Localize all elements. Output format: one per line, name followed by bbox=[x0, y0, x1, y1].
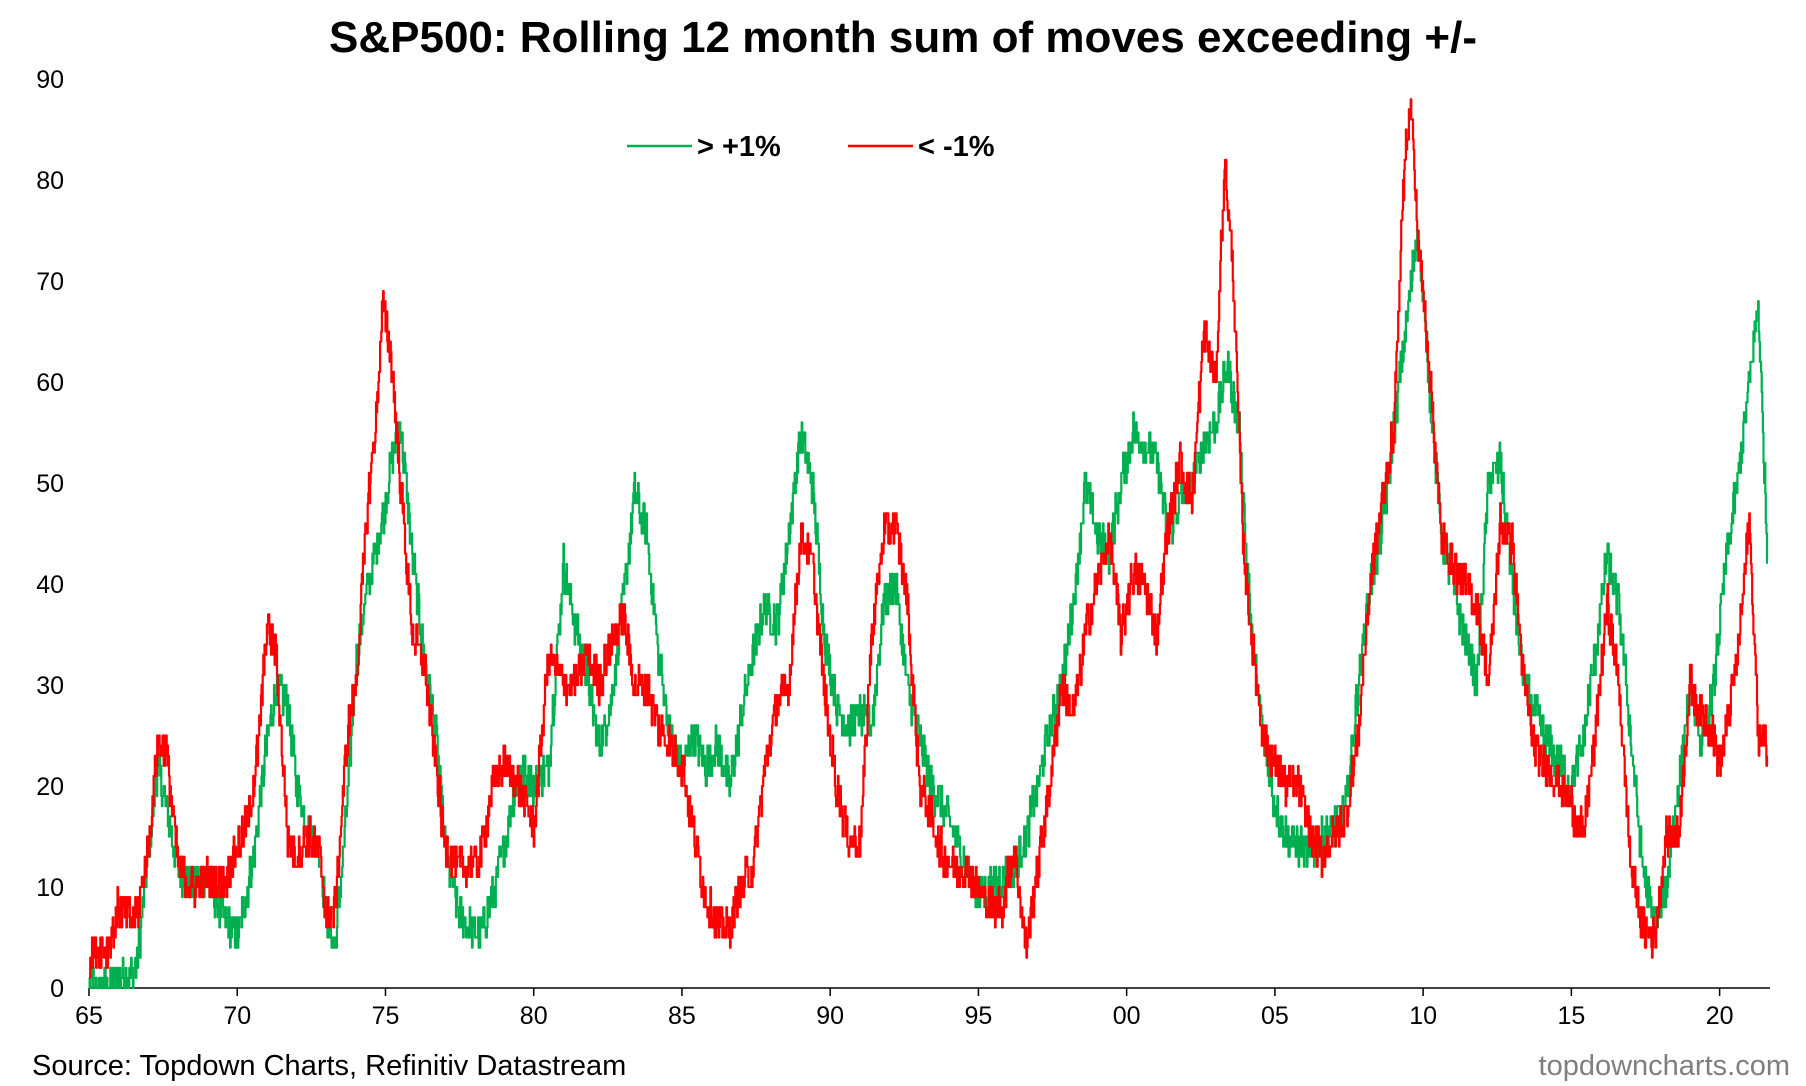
y-tick-label: 10 bbox=[36, 874, 64, 902]
chart-title: S&P500: Rolling 12 month sum of moves ex… bbox=[329, 13, 1477, 62]
x-tick-label: 10 bbox=[1409, 1002, 1437, 1030]
x-tick-label: 20 bbox=[1706, 1002, 1734, 1030]
y-tick-label: 30 bbox=[36, 672, 64, 700]
y-tick-label: 90 bbox=[36, 66, 64, 94]
source-note: Source: Topdown Charts, Refinitiv Datast… bbox=[32, 1050, 626, 1082]
x-axis: 65 70 75 80 85 90 95 00 05 10 15 20 bbox=[75, 987, 1770, 1030]
x-tick-label: 65 bbox=[75, 1002, 103, 1030]
series-line-up-moves bbox=[88, 229, 1769, 990]
x-tick-label: 75 bbox=[372, 1002, 400, 1030]
legend-label-up: > +1% bbox=[697, 131, 781, 163]
x-tick-label: 95 bbox=[965, 1002, 993, 1030]
y-tick-label: 20 bbox=[36, 773, 64, 801]
y-tick-label: 0 bbox=[50, 975, 64, 1003]
series-line-down-moves bbox=[88, 98, 1769, 979]
x-tick-label: 00 bbox=[1113, 1002, 1141, 1030]
plot-lines bbox=[88, 98, 1769, 990]
y-tick-label: 60 bbox=[36, 369, 64, 397]
legend: > +1% < -1% bbox=[627, 131, 995, 163]
x-tick-label: 85 bbox=[668, 1002, 696, 1030]
y-axis: 0 10 20 30 40 50 60 70 80 90 bbox=[36, 66, 64, 1003]
x-tick-label: 70 bbox=[223, 1002, 251, 1030]
y-tick-label: 80 bbox=[36, 167, 64, 195]
x-tick-label: 90 bbox=[816, 1002, 844, 1030]
y-tick-label: 70 bbox=[36, 268, 64, 296]
legend-label-down: < -1% bbox=[918, 131, 995, 163]
x-tick-label: 05 bbox=[1261, 1002, 1289, 1030]
x-tick-label: 15 bbox=[1557, 1002, 1585, 1030]
brand-watermark: topdowncharts.com bbox=[1539, 1050, 1790, 1082]
y-tick-label: 40 bbox=[36, 571, 64, 599]
y-tick-label: 50 bbox=[36, 470, 64, 498]
x-tick-label: 80 bbox=[520, 1002, 548, 1030]
